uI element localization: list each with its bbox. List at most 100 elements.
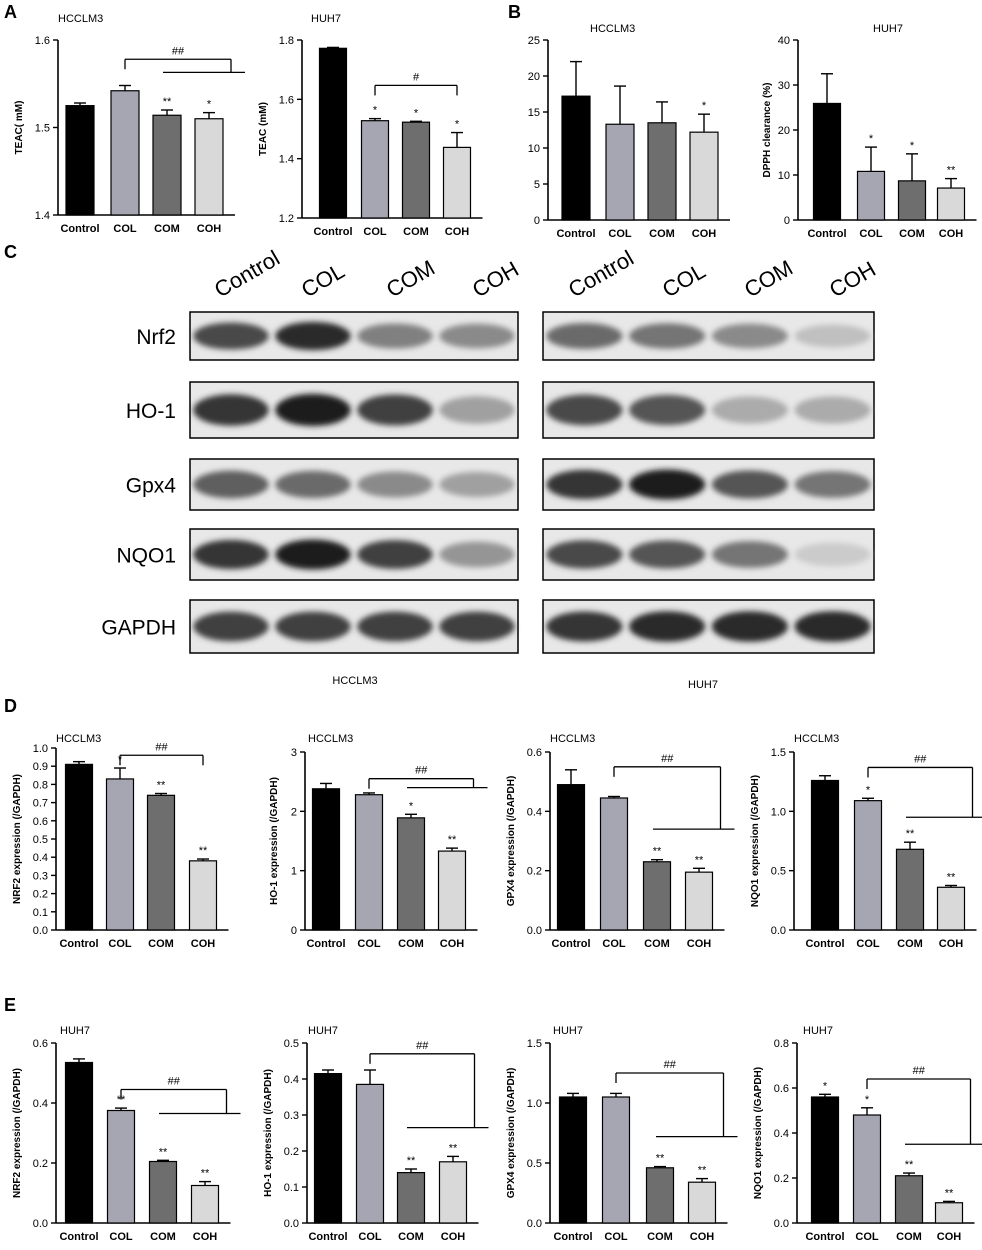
significance-mark: * bbox=[409, 800, 414, 812]
blot-band bbox=[275, 611, 351, 642]
category-label: COH bbox=[197, 223, 222, 235]
bar-com bbox=[647, 122, 677, 221]
y-tick-label: 0.6 bbox=[33, 816, 48, 828]
chart-title: HUH7 bbox=[60, 1025, 90, 1037]
y-tick-label: 0.5 bbox=[33, 834, 48, 846]
blot-band bbox=[193, 394, 269, 426]
category-label: COH bbox=[692, 228, 717, 240]
category-label: COH bbox=[937, 1231, 962, 1243]
lane-label: COM bbox=[740, 255, 797, 302]
blot-band bbox=[546, 394, 623, 426]
category-label: Control bbox=[807, 228, 846, 240]
y-tick-label: 0.2 bbox=[284, 1146, 299, 1158]
y-tick-label: 0.6 bbox=[527, 747, 542, 759]
category-label: COH bbox=[939, 938, 964, 950]
bar-coh bbox=[194, 118, 224, 216]
y-tick-label: 1.5 bbox=[771, 747, 786, 759]
y-axis-label: NRF2 expression (/GAPDH) bbox=[12, 1068, 23, 1198]
blot-band bbox=[711, 396, 788, 424]
significance-mark: * bbox=[414, 107, 419, 119]
significance-mark: ** bbox=[159, 1146, 168, 1158]
bar-com bbox=[146, 794, 176, 931]
bar-control bbox=[810, 779, 840, 931]
bar-col bbox=[355, 1083, 385, 1224]
significance-mark: ** bbox=[448, 834, 457, 846]
significance-mark: ** bbox=[906, 828, 915, 840]
chart-e4: HUH7 0.0 0.2 0.4 0.6 0.8 NQO1 expression (/GAP… bbox=[753, 1025, 982, 1243]
category-label: COM bbox=[154, 223, 180, 235]
protein-label: Gpx4 bbox=[126, 475, 177, 498]
y-axis-label: NQO1 expression (/GAPDH) bbox=[753, 1067, 764, 1199]
bar-col bbox=[110, 90, 140, 216]
y-tick-label: 0.2 bbox=[33, 889, 48, 901]
y-axis-label: TEAC( mM) bbox=[14, 101, 25, 155]
blot-band bbox=[711, 611, 788, 642]
blot-band bbox=[546, 469, 623, 500]
panel-letter-b: B bbox=[508, 2, 521, 22]
bar-col bbox=[106, 1109, 136, 1224]
significance-mark: * bbox=[373, 105, 378, 117]
protein-label: Nrf2 bbox=[136, 326, 176, 349]
category-label: Control bbox=[553, 1231, 592, 1243]
protein-label: GAPDH bbox=[101, 617, 176, 640]
y-tick-label: 3 bbox=[291, 747, 297, 759]
category-label: COM bbox=[644, 938, 670, 950]
panel-letter-c: C bbox=[4, 242, 17, 262]
panel-letter-e: E bbox=[4, 995, 16, 1015]
chart-title: HCCLM3 bbox=[794, 733, 839, 745]
category-label: COM bbox=[896, 1231, 922, 1243]
lane-label: COH bbox=[468, 256, 523, 302]
category-label: COL bbox=[358, 1231, 382, 1243]
significance-mark: ** bbox=[698, 1165, 707, 1177]
bar-com bbox=[645, 1167, 675, 1224]
y-tick-label: 5 bbox=[534, 179, 540, 191]
bar-com bbox=[897, 180, 927, 221]
significance-mark: ** bbox=[199, 845, 208, 857]
bar-control bbox=[556, 784, 586, 931]
y-tick-label: 10 bbox=[528, 143, 540, 155]
significance-mark: ** bbox=[695, 854, 704, 866]
chart-e1: HUH7 0.0 0.2 0.4 0.6 NRF2 expression (/GAPDH)… bbox=[12, 1025, 241, 1243]
y-tick-label: 0.4 bbox=[33, 852, 48, 864]
y-tick-label: 0.1 bbox=[33, 907, 48, 919]
category-label: COH bbox=[939, 228, 964, 240]
blot-band bbox=[357, 540, 433, 569]
y-tick-label: 0.6 bbox=[33, 1038, 48, 1050]
blot-band bbox=[794, 471, 871, 498]
category-label: COL bbox=[109, 1231, 133, 1243]
y-tick-label: 1.8 bbox=[279, 35, 294, 47]
blot-band bbox=[546, 611, 623, 642]
bar-control bbox=[558, 1096, 588, 1224]
blot-band bbox=[357, 611, 433, 642]
bar-coh bbox=[687, 1181, 717, 1224]
lane-label: COH bbox=[825, 256, 880, 302]
significance-mark: * bbox=[455, 119, 460, 131]
bracket-label: ## bbox=[913, 1065, 926, 1077]
y-tick-label: 1.6 bbox=[35, 35, 50, 47]
bar-com bbox=[895, 848, 925, 931]
y-tick-label: 1.5 bbox=[35, 123, 50, 135]
category-label: COM bbox=[403, 226, 429, 238]
blot-band bbox=[711, 470, 788, 499]
blot-band bbox=[275, 393, 351, 427]
bar-control bbox=[64, 1061, 94, 1224]
chart-b2: HUH7 0 10 20 30 40 DPPH clearance (%) Control CO… bbox=[762, 23, 977, 240]
category-label: COM bbox=[398, 938, 424, 950]
blot-band bbox=[629, 323, 706, 349]
category-label: Control bbox=[59, 1231, 98, 1243]
y-tick-label: 0.4 bbox=[774, 1128, 789, 1140]
significance-mark: * bbox=[702, 100, 707, 112]
category-label: COM bbox=[649, 228, 675, 240]
blot-band bbox=[357, 471, 433, 498]
bar-com bbox=[148, 1160, 178, 1224]
significance-mark: * bbox=[910, 140, 915, 152]
y-tick-label: 0.0 bbox=[33, 1218, 48, 1230]
category-label: Control bbox=[59, 938, 98, 950]
category-label: COM bbox=[647, 1231, 673, 1243]
y-tick-label: 0.7 bbox=[33, 798, 48, 810]
y-tick-label: 15 bbox=[528, 107, 540, 119]
y-tick-label: 0.0 bbox=[527, 925, 542, 937]
y-axis-label: NRF2 expression (/GAPDH) bbox=[12, 774, 23, 904]
bar-col bbox=[852, 1114, 882, 1224]
bracket-label: ## bbox=[914, 753, 927, 765]
